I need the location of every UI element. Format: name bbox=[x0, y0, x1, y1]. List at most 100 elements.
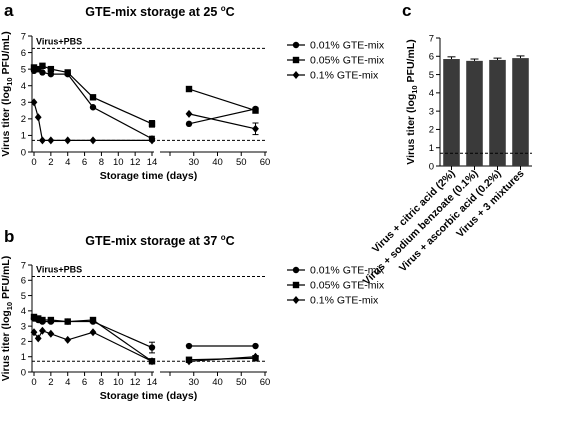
x-tick-label: 10 bbox=[113, 377, 124, 388]
y-tick-label: 2 bbox=[21, 337, 26, 348]
y-tick-label: 0 bbox=[21, 147, 26, 158]
x-tick-label: 30 bbox=[188, 157, 199, 168]
data-point bbox=[64, 136, 72, 145]
legend-marker bbox=[292, 281, 300, 289]
y-tick-label: 3 bbox=[429, 106, 434, 117]
legend-marker bbox=[292, 56, 300, 64]
series-line-right bbox=[188, 88, 256, 112]
y-tick-label: 3 bbox=[21, 321, 26, 332]
x-tick-label: 8 bbox=[99, 157, 104, 168]
data-point bbox=[148, 136, 156, 145]
legend-marker bbox=[292, 71, 300, 79]
legend-label: 0.01% GTE-mix bbox=[310, 40, 385, 52]
legend-label: 0.01% GTE-mix bbox=[310, 265, 385, 277]
bar bbox=[443, 59, 460, 166]
data-point bbox=[185, 342, 193, 350]
x-tick-label: 0 bbox=[31, 157, 36, 168]
data-point bbox=[252, 124, 259, 133]
x-tick-label: 50 bbox=[236, 157, 247, 168]
data-point bbox=[252, 107, 259, 114]
y-axis-label: Virus titer (log10 PFU/mL) bbox=[405, 39, 419, 164]
data-point bbox=[185, 109, 193, 118]
data-point bbox=[148, 344, 156, 351]
data-point bbox=[252, 352, 259, 361]
reference-line-label: Virus+PBS bbox=[36, 264, 82, 274]
data-point bbox=[30, 313, 38, 321]
series-line-left bbox=[33, 68, 153, 140]
x-axis-label: Storage time (days) bbox=[100, 390, 197, 402]
data-point bbox=[39, 326, 46, 335]
data-point bbox=[34, 334, 42, 343]
legend-marker bbox=[292, 41, 300, 49]
series-line-right bbox=[188, 113, 256, 130]
panel-c-bar-chart: 0 1 2 3 4 5 6 7 Virus titer (log10 PFU/mL) Virus … bbox=[361, 33, 532, 288]
y-axis-label: Virus titer (log10 PFU/mL) bbox=[0, 256, 14, 381]
series-1 bbox=[30, 62, 259, 128]
data-point bbox=[47, 70, 55, 78]
series-0 bbox=[30, 65, 259, 142]
y-tick-label: 4 bbox=[429, 88, 434, 99]
reference-line-label: Virus+PBS bbox=[36, 36, 82, 46]
x-tick-label: 30 bbox=[188, 377, 199, 388]
y-tick-label: 4 bbox=[21, 81, 26, 92]
y-tick-label: 1 bbox=[21, 131, 26, 142]
data-point bbox=[39, 316, 46, 324]
data-point bbox=[47, 329, 55, 338]
y-tick-label: 6 bbox=[21, 276, 26, 287]
data-point bbox=[30, 98, 38, 107]
y-tick-label: 6 bbox=[21, 48, 26, 59]
legend-label: 0.1% GTE-mix bbox=[310, 70, 379, 82]
x-axis-label: Storage time (days) bbox=[100, 170, 197, 182]
x-tick-label: 6 bbox=[82, 157, 87, 168]
data-point bbox=[89, 328, 97, 337]
data-point bbox=[47, 316, 55, 324]
data-point bbox=[185, 85, 193, 93]
x-tick-label: 4 bbox=[65, 377, 70, 388]
x-tick-label: 12 bbox=[130, 157, 141, 168]
bar bbox=[512, 58, 529, 166]
data-point bbox=[47, 65, 55, 73]
data-point bbox=[148, 120, 156, 128]
data-point bbox=[47, 136, 55, 145]
data-point bbox=[30, 64, 38, 71]
data-point bbox=[39, 62, 46, 70]
x-tick-label: 14 bbox=[147, 377, 158, 388]
data-point bbox=[89, 316, 97, 324]
data-point bbox=[89, 104, 97, 111]
y-tick-label: 0 bbox=[429, 161, 434, 172]
data-point bbox=[64, 335, 72, 344]
x-tick-label: 4 bbox=[65, 157, 70, 168]
x-tick-label: 40 bbox=[212, 377, 223, 388]
data-point bbox=[64, 69, 71, 76]
x-tick-label: 12 bbox=[130, 377, 141, 388]
y-tick-label: 1 bbox=[429, 143, 434, 154]
y-tick-label: 5 bbox=[21, 64, 26, 75]
legend-label: 0.05% GTE-mix bbox=[310, 55, 385, 67]
data-point bbox=[34, 113, 42, 122]
x-category-label: Virus + ascorbic acid (0.2%) bbox=[397, 168, 504, 275]
series-line-right bbox=[188, 356, 256, 362]
y-tick-label: 4 bbox=[21, 306, 26, 317]
y-tick-label: 2 bbox=[21, 114, 26, 125]
x-tick-label: 10 bbox=[113, 157, 124, 168]
y-tick-label: 7 bbox=[429, 33, 434, 44]
data-point bbox=[30, 328, 38, 337]
y-tick-label: 5 bbox=[429, 70, 434, 81]
data-point bbox=[35, 315, 42, 322]
bar bbox=[489, 59, 506, 166]
x-tick-label: 2 bbox=[48, 157, 53, 168]
data-point bbox=[64, 318, 71, 325]
x-tick-label: 8 bbox=[99, 377, 104, 388]
chart-title: GTE-mix storage at 37 oC bbox=[85, 233, 234, 248]
data-point bbox=[35, 65, 42, 73]
x-tick-label: 60 bbox=[260, 157, 271, 168]
legend-marker bbox=[292, 296, 300, 304]
y-tick-label: 7 bbox=[21, 31, 26, 42]
y-axis-label: Virus titer (log10 PFU/mL) bbox=[0, 31, 14, 156]
x-tick-label: 60 bbox=[260, 377, 271, 388]
x-tick-label: 50 bbox=[236, 377, 247, 388]
x-tick-label: 14 bbox=[147, 157, 158, 168]
series-2 bbox=[30, 98, 259, 145]
